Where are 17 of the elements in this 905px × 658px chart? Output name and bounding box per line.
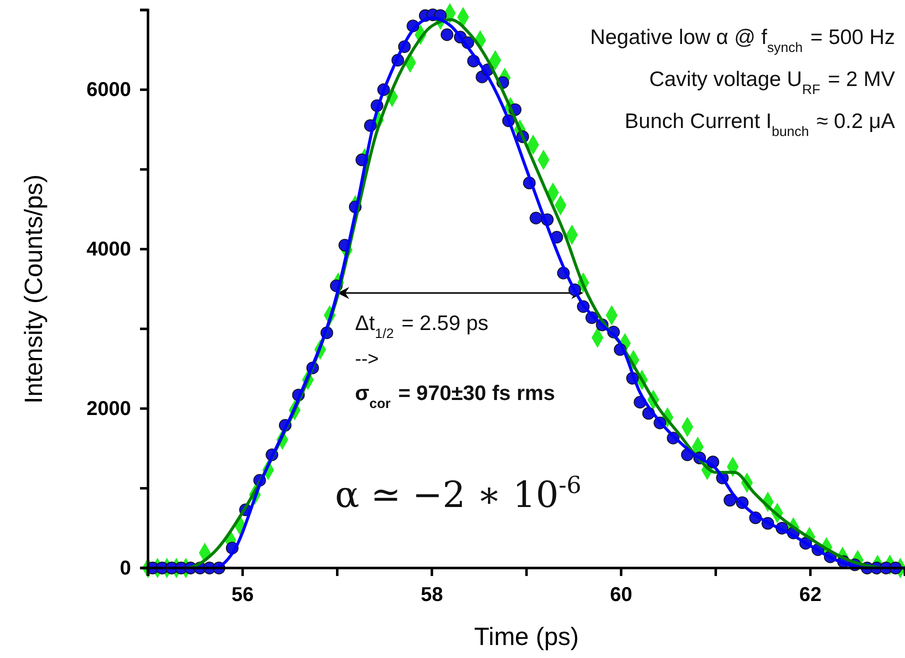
y-tick-label: 6000 <box>86 79 131 102</box>
x-tick-label: 56 <box>232 584 254 606</box>
y-axis-title: Intensity (Counts/ps) <box>20 174 48 404</box>
annotation: Δt$_{1/2}$ = 2.59 ps <box>355 312 488 340</box>
annotation: σ$_{cor}$ = 970±30 fs rms <box>355 382 556 410</box>
annotation: Negative low α @ f$_{synch}$ = 500 Hz <box>590 26 895 54</box>
x-tick-label: 62 <box>799 584 822 606</box>
y-tick-label: 2000 <box>86 398 131 420</box>
y-tick-label: 4000 <box>86 238 131 261</box>
x-axis-title: Time (ps) <box>474 623 579 651</box>
x-tick-label: 58 <box>420 584 443 606</box>
y-tick-label: 0 <box>120 557 131 580</box>
x-tick-label: 60 <box>610 584 632 606</box>
annotation: α ≃ −2 ∗ 10$^{-6}$ <box>335 471 582 516</box>
annotation: Cavity voltage U$_{RF}$ = 2 MV <box>649 68 895 96</box>
annotation: --> <box>355 349 379 370</box>
annotation: Bunch Current I$_{bunch}$ ≈ 0.2 μA <box>624 110 895 138</box>
